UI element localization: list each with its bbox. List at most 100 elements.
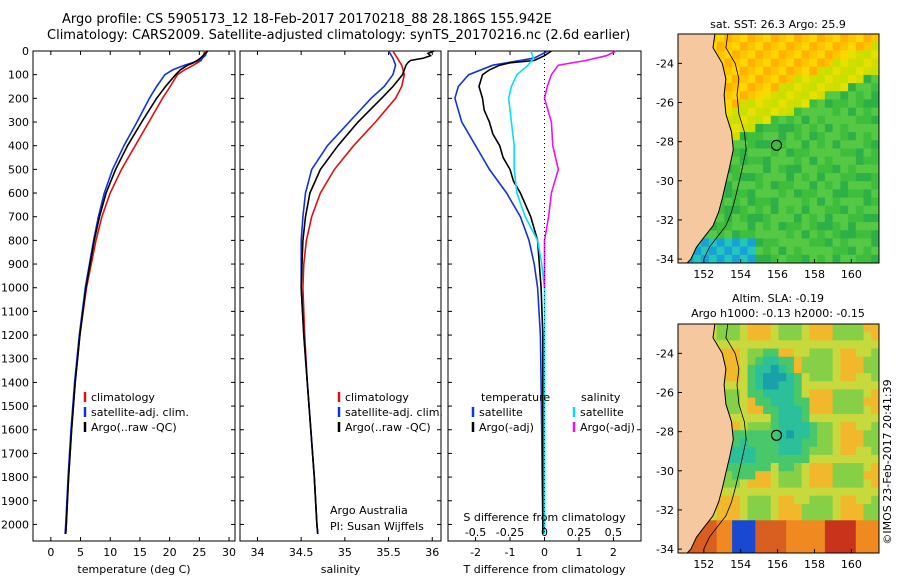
sla-map-cell xyxy=(770,454,779,464)
sla-map-x-tick-label: 160 xyxy=(841,558,862,571)
s-diff-tick-label: 0 xyxy=(541,526,548,539)
sla-map-cell xyxy=(863,405,872,415)
sst-map-cell xyxy=(863,222,872,231)
sla-map-y-tick-label: -30 xyxy=(656,465,674,478)
sla-map-cell xyxy=(739,495,749,505)
sla-map-cell xyxy=(817,536,826,546)
sla-map-cell xyxy=(778,528,787,538)
sst-map-cell xyxy=(855,222,865,231)
sla-map-cell xyxy=(778,520,787,529)
sla-map-cell xyxy=(871,348,880,358)
sla-map-cell xyxy=(801,463,810,472)
x-axis-label: T difference from climatology xyxy=(463,563,626,576)
sla-map-cell xyxy=(848,381,857,390)
y-tick-label: 900 xyxy=(8,258,29,271)
sst-map-cell xyxy=(763,222,772,231)
sla-map-cell xyxy=(724,536,733,546)
sst-map-cell xyxy=(786,246,795,256)
sla-map-cell xyxy=(848,422,857,431)
sst-map-cell xyxy=(747,222,756,231)
sst-map-cell xyxy=(747,140,756,149)
sst-map-cell xyxy=(824,34,834,43)
sst-map-cell xyxy=(739,58,749,68)
sla-map-cell xyxy=(755,356,764,366)
sla-map-cell xyxy=(724,356,733,366)
sla-map-cell xyxy=(832,348,841,358)
sla-map-cell xyxy=(770,389,779,399)
sst-map-cell xyxy=(855,50,865,60)
sla-map-cell xyxy=(755,332,764,341)
sla-map-cell xyxy=(747,364,756,374)
sla-map-cell xyxy=(817,528,826,538)
sst-map-cell xyxy=(786,205,795,215)
sla-map-cell xyxy=(778,446,787,456)
sst-map-cell xyxy=(871,91,880,100)
sla-map-cell xyxy=(708,536,718,546)
sla-map-cell xyxy=(801,446,810,456)
sst-map-cell xyxy=(747,189,756,199)
sla-map-cell xyxy=(793,544,803,554)
sla-map-cell xyxy=(809,364,818,374)
sst-map-cell xyxy=(832,181,841,190)
sla-map-cell xyxy=(747,381,756,390)
sla-map-cell xyxy=(763,471,772,480)
sst-map-cell xyxy=(786,50,795,60)
sst-map-cell xyxy=(755,115,764,125)
sst-map-cell xyxy=(840,222,849,231)
sst-map-cell xyxy=(817,66,826,76)
y-tick-label: 800 xyxy=(8,234,29,247)
sst-map-cell xyxy=(840,197,849,207)
sla-map-cell xyxy=(824,454,834,464)
sla-map-cell xyxy=(724,348,733,358)
sla-map-cell xyxy=(871,413,880,423)
sst-map-cell xyxy=(863,34,872,43)
sst-map-cell xyxy=(739,50,749,60)
sst-map-cell xyxy=(786,238,795,248)
sla-map-cell xyxy=(863,373,872,382)
sla-map-cell xyxy=(809,487,818,497)
sla-map-cell xyxy=(763,340,772,350)
sst-map-cell xyxy=(793,132,803,141)
sla-map-cell xyxy=(863,389,872,399)
sst-map-cell xyxy=(778,115,787,125)
sla-map-cell xyxy=(732,364,741,374)
sst-map-cell xyxy=(809,164,818,174)
sst-map-cell xyxy=(848,66,857,76)
sla-map-cell xyxy=(732,422,741,431)
sst-map-cell xyxy=(786,83,795,92)
sla-map-cell xyxy=(809,332,818,341)
sst-map-cell xyxy=(832,148,841,158)
sla-map-cell xyxy=(863,332,872,341)
sla-map-cell xyxy=(832,528,841,538)
sla-map-cell xyxy=(793,397,803,407)
sst-map-x-tick-label: 154 xyxy=(730,268,751,281)
sla-map-cell xyxy=(855,528,865,538)
sst-map-cell xyxy=(824,181,834,190)
sla-map-cell xyxy=(770,479,779,489)
sst-map-cell xyxy=(832,140,841,149)
sla-map-cell xyxy=(747,528,756,538)
sla-map-cell xyxy=(817,332,826,341)
sst-map-cell xyxy=(801,246,810,256)
sst-map-cell xyxy=(724,173,733,182)
sst-map-x-tick-label: 158 xyxy=(804,268,825,281)
sst-map-cell xyxy=(778,213,787,223)
sst-map-cell xyxy=(801,181,810,190)
sla-map-cell xyxy=(824,495,834,505)
sla-map-cell xyxy=(871,463,880,472)
sla-map-cell xyxy=(817,413,826,423)
sla-map-y-tick-label: -32 xyxy=(656,504,674,517)
sla-map-cell xyxy=(793,438,803,448)
sst-map-cell xyxy=(855,74,865,84)
sla-map-cell xyxy=(848,463,857,472)
sla-map-cell xyxy=(724,495,733,505)
sla-map-cell xyxy=(840,438,849,448)
sst-map-cell xyxy=(786,99,795,109)
sst-map-cell xyxy=(809,230,818,239)
sla-map-cell xyxy=(701,528,710,538)
sla-map-cell xyxy=(817,544,826,554)
sla-map-cell xyxy=(809,381,818,390)
sla-map-cell xyxy=(801,422,810,431)
sla-map-cell xyxy=(724,405,733,415)
series-line-salinity-argo-adj- xyxy=(543,50,617,288)
